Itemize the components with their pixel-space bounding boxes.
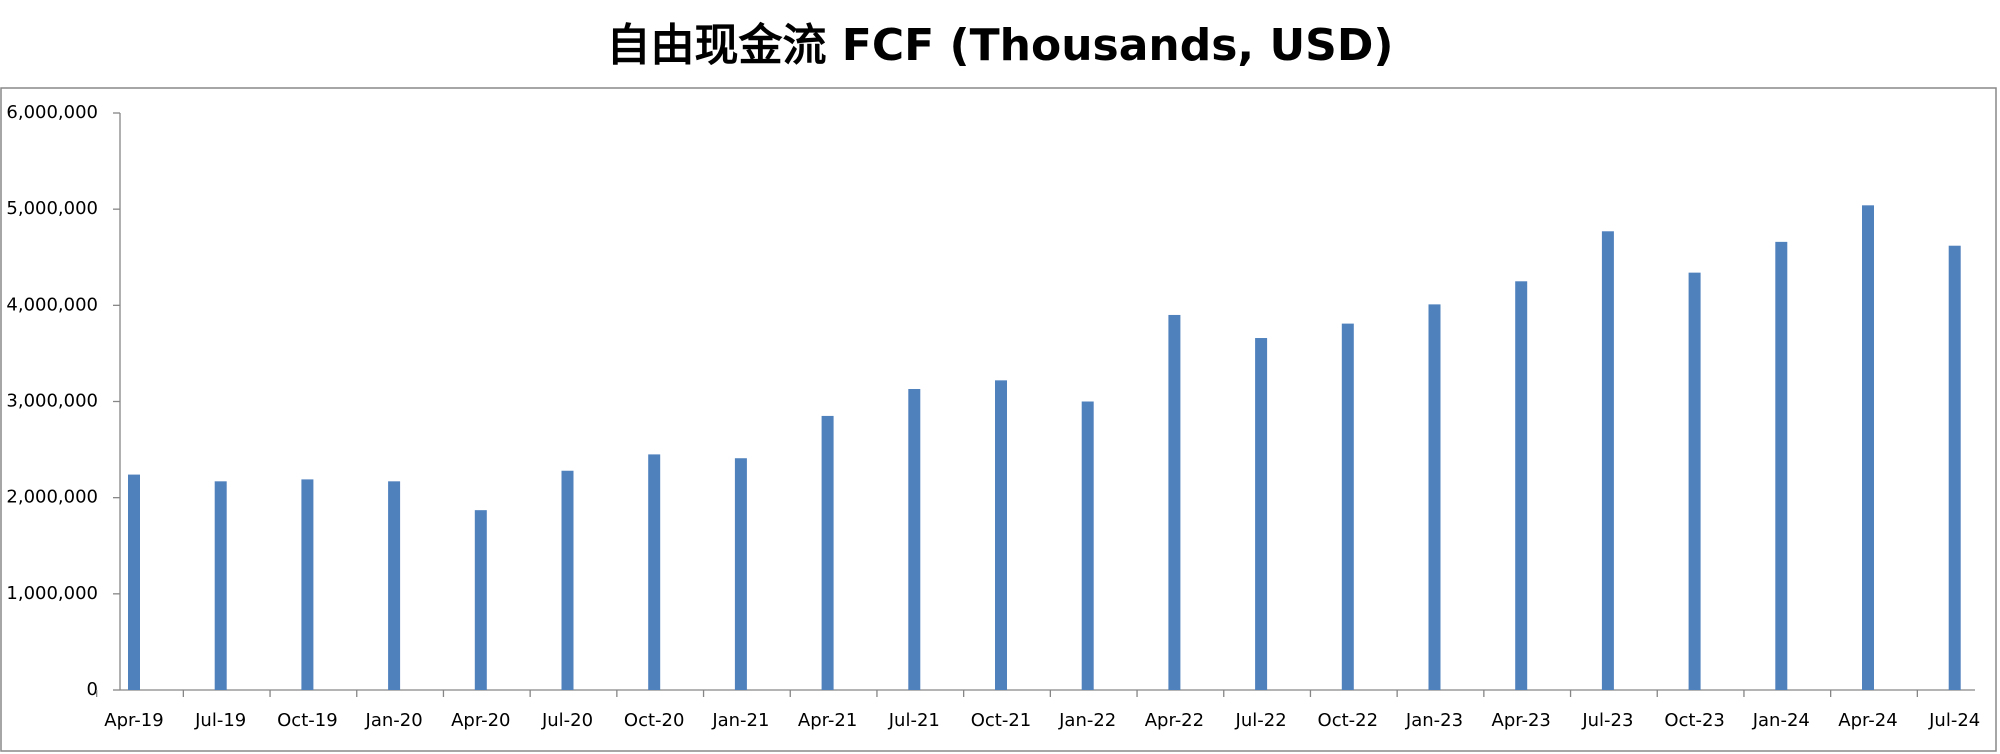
x-tick-label: Jan-24	[1752, 710, 1810, 731]
x-tick-label: Oct-21	[971, 710, 1032, 731]
y-tick-label: 0	[87, 679, 98, 700]
bar	[1948, 245, 1961, 690]
y-tick-label: 2,000,000	[6, 487, 98, 508]
bar	[1341, 323, 1354, 690]
bar	[734, 458, 747, 690]
x-tick-label: Jul-22	[1235, 710, 1287, 731]
x-tick-label: Jul-23	[1581, 710, 1633, 731]
bar	[1428, 304, 1441, 690]
bar	[1168, 314, 1181, 690]
bar	[388, 481, 401, 690]
bar	[301, 479, 314, 690]
bar	[474, 510, 487, 690]
y-tick-label: 3,000,000	[6, 391, 98, 412]
x-tick-label: Oct-22	[1318, 710, 1379, 731]
x-tick-label: Jan-21	[711, 710, 769, 731]
x-tick-label: Jul-24	[1928, 710, 1980, 731]
plot-frame	[0, 87, 1997, 752]
bar	[214, 481, 227, 690]
bar	[1775, 241, 1788, 690]
chart-title: 自由现金流 FCF (Thousands, USD)	[606, 20, 1393, 71]
bar	[1601, 231, 1614, 690]
x-tick-label: Jul-21	[888, 710, 940, 731]
y-tick-label: 1,000,000	[6, 583, 98, 604]
x-tick-label: Apr-23	[1492, 710, 1551, 731]
bar	[1081, 401, 1094, 690]
bar	[128, 474, 140, 690]
x-tick-label: Oct-23	[1664, 710, 1725, 731]
bar	[1862, 205, 1874, 690]
bar	[821, 415, 834, 690]
x-tick-label: Jan-22	[1058, 710, 1116, 731]
x-tick-label: Jul-19	[194, 710, 246, 731]
x-tick-label: Apr-22	[1145, 710, 1204, 731]
y-tick-label: 6,000,000	[6, 102, 98, 123]
x-tick-label: Jan-23	[1405, 710, 1463, 731]
bar	[1688, 272, 1701, 690]
x-tick-label: Oct-20	[624, 710, 685, 731]
bar	[1255, 338, 1268, 690]
x-tick-label: Apr-21	[798, 710, 857, 731]
bar	[561, 470, 574, 690]
x-tick-label: Jan-20	[365, 710, 423, 731]
y-tick-label: 5,000,000	[6, 198, 98, 219]
x-tick-label: Apr-19	[104, 710, 163, 731]
bar	[1515, 281, 1528, 690]
bar	[908, 388, 921, 690]
y-tick-label: 4,000,000	[6, 294, 98, 315]
x-tick-label: Apr-24	[1838, 710, 1897, 731]
x-tick-label: Oct-19	[277, 710, 338, 731]
bar	[995, 380, 1007, 690]
x-tick-label: Apr-20	[451, 710, 510, 731]
x-tick-label: Jul-20	[541, 710, 593, 731]
bar	[648, 454, 661, 690]
